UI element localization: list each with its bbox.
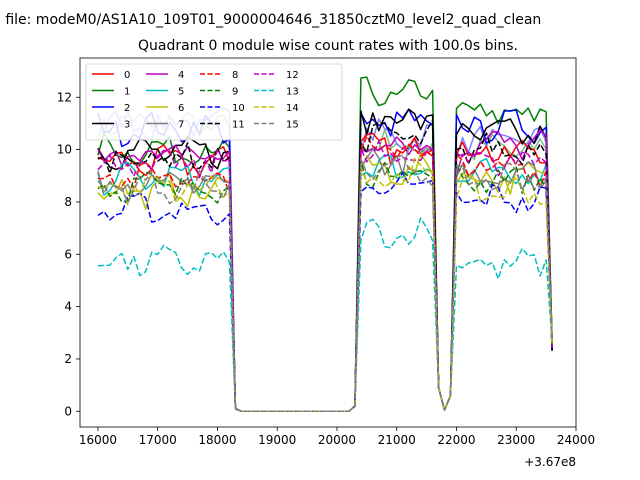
x-offset-text: +3.67e8 [524, 455, 576, 469]
x-tick-label: 21000 [378, 433, 416, 447]
legend-frame [85, 63, 343, 141]
legend-label-15: 15 [286, 120, 299, 131]
legend-label-8: 8 [232, 70, 238, 81]
legend-label-7: 7 [178, 120, 184, 131]
plot-area [79, 57, 577, 428]
legend-label-2: 2 [124, 103, 130, 114]
y-tick-label: 8 [64, 195, 72, 209]
y-tick-label: 6 [64, 247, 72, 261]
x-tick-label: 23000 [497, 433, 535, 447]
x-tick-label: 19000 [258, 433, 296, 447]
legend-label-9: 9 [232, 87, 238, 98]
series-line-12 [97, 140, 553, 413]
legend-label-3: 3 [124, 120, 130, 131]
series-line-11 [97, 119, 553, 413]
series-lines [97, 76, 553, 413]
legend-label-12: 12 [286, 70, 299, 81]
x-tick-label: 22000 [437, 433, 475, 447]
plot-frame [79, 57, 577, 428]
y-tick-label: 10 [57, 143, 72, 157]
y-tick-label: 2 [64, 352, 72, 366]
legend-label-6: 6 [178, 103, 184, 114]
series-line-10 [97, 172, 553, 413]
chart-title: Quadrant 0 module wise count rates with … [138, 38, 518, 54]
legend-label-11: 11 [232, 120, 245, 131]
x-tick-label: 20000 [318, 433, 356, 447]
legend-label-10: 10 [232, 103, 245, 114]
legend-label-14: 14 [286, 103, 299, 114]
series-line-15 [97, 154, 553, 413]
x-tick-label: 24000 [557, 433, 595, 447]
figure-suptitle: n file: modeM0/AS1A10_109T01_9000004646_… [0, 12, 541, 28]
y-tick-label: 0 [64, 404, 72, 418]
legend-label-13: 13 [286, 87, 299, 98]
y-axis: 0 2 4 6 8 10 12 [57, 90, 80, 418]
x-tick-label: 16000 [79, 433, 117, 447]
legend-label-0: 0 [124, 70, 130, 81]
legend-label-1: 1 [124, 87, 130, 98]
y-tick-label: 12 [57, 90, 72, 104]
y-tick-label: 4 [64, 300, 72, 314]
x-tick-label: 17000 [139, 433, 177, 447]
legend-label-5: 5 [178, 87, 184, 98]
x-tick-label: 18000 [198, 433, 236, 447]
x-axis: 16000 17000 18000 19000 20000 21000 22000 23000… [79, 427, 595, 447]
legend-label-4: 4 [178, 70, 184, 81]
